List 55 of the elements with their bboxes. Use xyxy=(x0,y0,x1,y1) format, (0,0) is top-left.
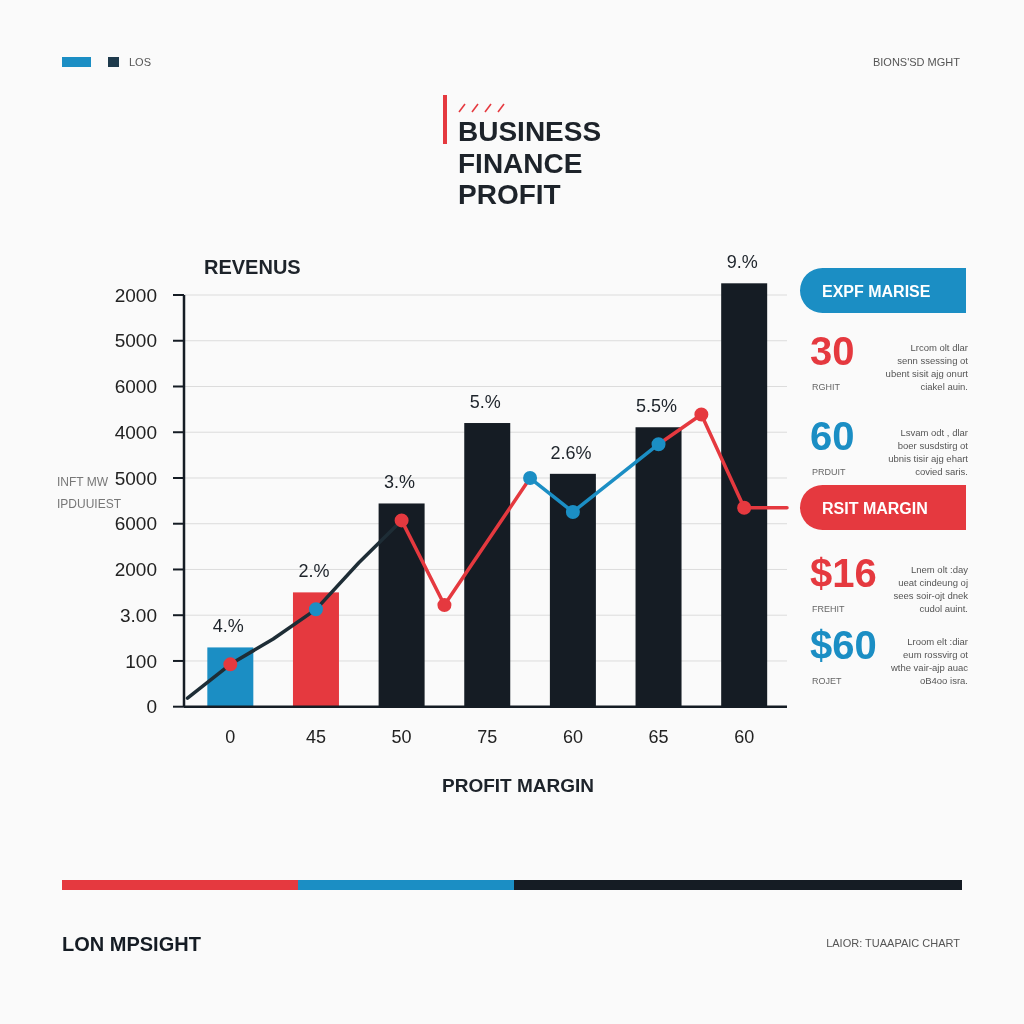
x-tick-label: 45 xyxy=(305,727,326,747)
text: ROJET xyxy=(812,676,842,686)
point xyxy=(437,598,452,613)
x-axis-title: PROFIT MARGIN xyxy=(442,775,594,796)
annotation: 5.5% xyxy=(636,396,678,417)
text: $60 xyxy=(810,623,877,667)
point xyxy=(223,657,238,672)
text: LOS xyxy=(129,56,152,68)
text: 30 xyxy=(810,329,855,373)
point xyxy=(651,437,666,452)
annotation: 4.% xyxy=(212,616,244,637)
x-tick-label: 50 xyxy=(391,727,412,747)
text: 100 xyxy=(125,650,157,672)
x-tick-label: 60 xyxy=(734,727,755,747)
text: Lrcom olt dlar senn ssessing ot ubent sisit ajg onurt ciakel auin. xyxy=(885,342,969,392)
point xyxy=(565,504,580,519)
annotation: 3.% xyxy=(384,472,416,493)
text: Lsvam odt , dlar boer susdstirg ot ubnis tisir ajg ehart covied saris. xyxy=(888,427,969,477)
text: LAIOR: TUAAPAIC CHART xyxy=(826,937,961,949)
annotation: 5.% xyxy=(469,392,501,413)
chart-title: BUSINESS FINANCE PROFIT xyxy=(458,116,602,210)
text: 6000 xyxy=(114,513,157,535)
x-tick-label: 0 xyxy=(225,727,236,747)
text: 6000 xyxy=(114,376,157,398)
text: 0 xyxy=(146,696,157,718)
text: Lroom elt :diar eum rossvirg ot wthe vair-ajp auac oB4oo isra. xyxy=(889,636,969,686)
text: 4000 xyxy=(114,421,157,443)
text: 3.00 xyxy=(120,604,157,626)
point xyxy=(694,407,709,422)
x-tick-label: 75 xyxy=(477,727,498,747)
annotation: 2.6% xyxy=(550,442,592,463)
point xyxy=(394,513,409,528)
point xyxy=(523,471,538,486)
annotation: 2.% xyxy=(298,561,330,582)
x-tick-label: 65 xyxy=(648,727,669,747)
text: RGHIT xyxy=(812,382,841,392)
text: RSIT MARGIN xyxy=(822,500,928,517)
text: 60 xyxy=(810,414,855,458)
point xyxy=(308,602,323,617)
text: BIONS'SD MGHT xyxy=(872,56,961,68)
text: 5000 xyxy=(114,330,157,352)
bar xyxy=(292,592,339,707)
text: 2000 xyxy=(114,284,157,306)
text: 2000 xyxy=(114,559,157,581)
text: Lnem olt :day ueat cindeung oj sees soir-ojt dnek cudol auint. xyxy=(893,564,969,614)
text: 5000 xyxy=(114,467,157,489)
text: PRDUIT xyxy=(812,467,846,477)
text: 9.% xyxy=(726,252,758,273)
text: FREHIT xyxy=(812,604,845,614)
text: LON MPSIGHT xyxy=(62,933,201,955)
y-axis-title: REVENUS xyxy=(204,256,301,278)
text: $16 xyxy=(810,551,877,595)
point xyxy=(737,500,752,515)
text: EXPF MARISE xyxy=(822,283,931,300)
x-tick-label: 60 xyxy=(562,727,583,747)
